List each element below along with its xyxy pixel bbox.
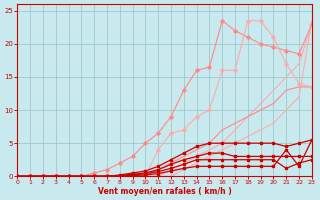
X-axis label: Vent moyen/en rafales ( km/h ): Vent moyen/en rafales ( km/h ) — [98, 187, 231, 196]
